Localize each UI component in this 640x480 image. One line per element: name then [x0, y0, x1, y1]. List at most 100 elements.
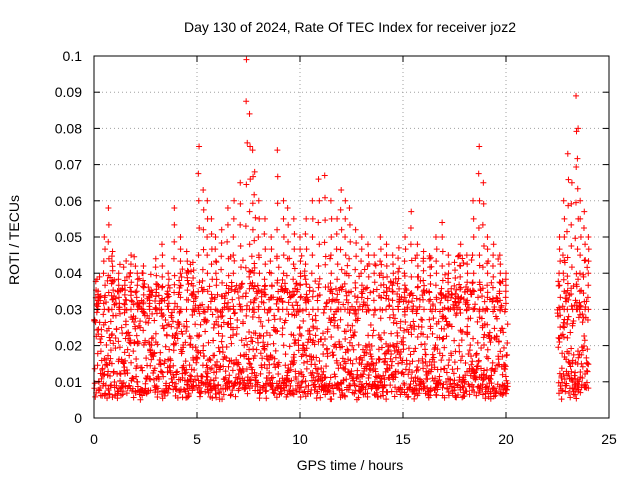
data-point — [154, 385, 161, 392]
data-point — [177, 246, 184, 253]
data-point — [408, 257, 415, 264]
data-point — [426, 255, 433, 262]
data-point — [300, 359, 307, 366]
data-point — [177, 294, 184, 301]
data-point — [376, 356, 383, 363]
data-point — [496, 288, 503, 295]
data-point — [353, 253, 360, 260]
data-point — [467, 372, 474, 379]
data-point — [165, 386, 172, 393]
data-point — [279, 299, 286, 306]
data-point — [495, 338, 502, 345]
data-point — [126, 352, 133, 359]
data-point — [110, 340, 117, 347]
data-point — [309, 252, 316, 259]
data-point — [201, 309, 208, 316]
data-point — [159, 369, 166, 376]
data-point — [402, 234, 409, 240]
data-point — [196, 332, 203, 339]
data-point — [124, 370, 131, 377]
data-point — [152, 264, 159, 271]
data-point — [556, 282, 563, 289]
data-point — [499, 353, 506, 360]
data-point — [565, 389, 572, 396]
data-point — [499, 371, 506, 378]
data-point — [151, 350, 158, 357]
data-point — [257, 370, 264, 377]
y-axis-label: ROTI / TECUs — [6, 195, 22, 285]
data-point — [364, 284, 371, 291]
data-point — [428, 366, 435, 373]
data-point — [438, 285, 445, 292]
data-point — [319, 371, 326, 378]
data-point — [585, 361, 592, 368]
data-point — [282, 285, 289, 292]
data-point — [101, 371, 108, 378]
data-point — [141, 281, 148, 288]
data-point — [479, 391, 486, 398]
data-point — [156, 357, 163, 364]
data-point — [268, 375, 275, 382]
data-point — [266, 332, 273, 339]
data-point — [218, 240, 225, 247]
data-point — [442, 271, 449, 278]
data-point — [148, 342, 155, 349]
data-point — [442, 294, 449, 301]
data-point — [296, 324, 303, 331]
data-point — [302, 378, 309, 385]
data-point — [291, 291, 298, 298]
data-point — [457, 310, 464, 317]
data-point — [246, 273, 253, 280]
data-point — [111, 379, 118, 386]
data-point — [137, 324, 144, 331]
data-point — [133, 294, 140, 301]
data-point — [457, 286, 464, 293]
data-point — [564, 254, 571, 261]
data-point — [390, 261, 397, 268]
data-point — [568, 243, 575, 250]
data-point — [350, 346, 357, 353]
data-point — [212, 234, 219, 240]
data-point — [243, 98, 250, 105]
data-point — [321, 239, 328, 246]
data-point — [225, 289, 232, 296]
data-point — [480, 200, 487, 207]
data-point — [448, 285, 455, 292]
data-point — [473, 366, 480, 373]
data-point — [249, 147, 256, 154]
data-point — [128, 252, 135, 259]
data-point — [382, 358, 389, 365]
data-point — [150, 352, 157, 359]
data-point — [320, 309, 327, 316]
data-point — [471, 389, 478, 396]
data-point — [116, 306, 123, 313]
data-point — [437, 380, 444, 387]
data-point — [152, 255, 159, 262]
data-point — [481, 331, 488, 338]
data-point — [346, 221, 353, 228]
data-point — [560, 334, 567, 341]
data-point — [153, 281, 160, 288]
data-point — [459, 353, 466, 360]
data-point — [409, 306, 416, 313]
data-point — [129, 374, 136, 381]
data-point — [252, 214, 259, 221]
data-point — [444, 297, 451, 304]
data-point — [355, 394, 362, 401]
data-point — [287, 383, 294, 390]
data-point — [98, 326, 105, 333]
data-point — [496, 252, 503, 259]
data-point — [502, 276, 509, 283]
data-point — [140, 327, 147, 334]
data-point — [564, 316, 571, 323]
data-point — [443, 318, 450, 325]
y-tick-label: 0.02 — [55, 338, 82, 354]
data-point — [420, 248, 427, 255]
data-point — [91, 380, 98, 387]
data-point — [455, 391, 462, 398]
data-point — [310, 288, 317, 295]
data-point — [204, 370, 211, 377]
y-tick-labels: 0 0.01 0.02 0.03 0.04 0.05 0.06 0.07 0.08 0.09 0.1 — [55, 48, 82, 426]
data-point — [393, 320, 400, 327]
data-point — [153, 272, 160, 279]
